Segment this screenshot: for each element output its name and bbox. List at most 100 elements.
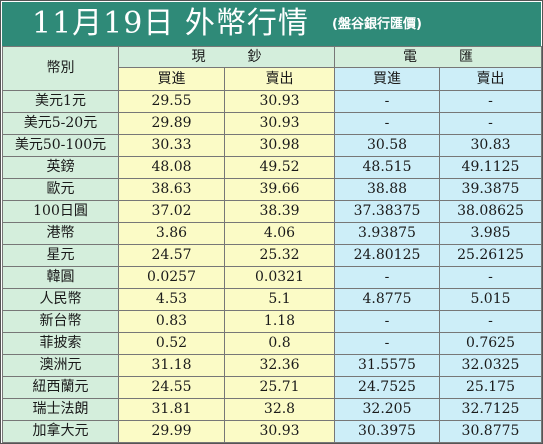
header-row-groups: 幣別 現 鈔 電 匯 (2, 46, 542, 91)
table-row: 韓圓 0.0257 0.0321- - (2, 266, 542, 289)
currency-cell: 100日圓 (2, 200, 119, 223)
currency-cell: 紐西蘭元 (2, 376, 119, 399)
cash-buy-cell: 24.55 (118, 376, 225, 399)
wire-sell-cell: 30.8775 (439, 420, 542, 443)
table-row: 加拿大元 29.99 30.93 30.3975 30.8775 (2, 420, 542, 443)
currency-cell: 韓圓 (2, 266, 119, 289)
wire-buy-cell: 30.3975 (334, 420, 440, 443)
header-cash-group: 現 鈔 (118, 46, 335, 68)
currency-cell: 新台幣 (2, 310, 119, 333)
wire-buy-cell: - (334, 266, 440, 289)
title-bar: 11月19日 外幣行情 (盤谷銀行匯價) (2, 2, 541, 46)
currency-cell: 美元50-100元 (2, 134, 119, 157)
header-wire-group: 電 匯 (334, 46, 542, 68)
header-cash-buy: 買進 (118, 67, 225, 91)
wire-sell-cell: 0.7625 (439, 332, 542, 355)
table-row: 美元1元 29.55 30.93- - (2, 90, 542, 113)
table-row: 英鎊 48.08 49.52 48.515 49.1125 (2, 156, 542, 179)
table-row: 港幣 3.86 4.06 3.93875 3.985 (2, 222, 542, 245)
wire-buy-cell: - (334, 90, 440, 113)
wire-buy-cell: 37.38375 (334, 200, 440, 223)
currency-cell: 歐元 (2, 178, 119, 201)
table-row: 100日圓 37.02 38.39 37.38375 38.08625 (2, 200, 542, 223)
cash-buy-cell: 37.02 (118, 200, 225, 223)
cash-sell-cell: 32.8 (224, 398, 335, 421)
page-title: 11月19日 外幣行情 (32, 6, 309, 41)
table-row: 紐西蘭元 24.55 25.71 24.7525 25.175 (2, 376, 542, 399)
table-row: 澳洲元 31.18 32.36 31.5575 32.0325 (2, 354, 542, 377)
page-subtitle: (盤谷銀行匯價) (332, 17, 422, 32)
cash-sell-cell: 49.52 (224, 156, 335, 179)
wire-buy-cell: 24.80125 (334, 244, 440, 267)
wire-buy-cell: - (334, 310, 440, 333)
wire-sell-cell: 30.83 (439, 134, 542, 157)
cash-buy-cell: 38.63 (118, 178, 225, 201)
currency-cell: 英鎊 (2, 156, 119, 179)
cash-sell-cell: 4.06 (224, 222, 335, 245)
wire-buy-cell: - (334, 112, 440, 135)
wire-buy-cell: 4.8775 (334, 288, 440, 311)
wire-sell-cell: 39.3875 (439, 178, 542, 201)
header-wire-sell: 賣出 (439, 67, 542, 91)
wire-sell-cell: - (439, 90, 542, 113)
wire-sell-cell: 32.0325 (439, 354, 542, 377)
wire-buy-cell: 32.205 (334, 398, 440, 421)
cash-sell-cell: 25.32 (224, 244, 335, 267)
cash-sell-cell: 30.93 (224, 420, 335, 443)
cash-buy-cell: 29.99 (118, 420, 225, 443)
currency-cell: 美元5-20元 (2, 112, 119, 135)
wire-sell-cell: 32.7125 (439, 398, 542, 421)
wire-sell-cell: - (439, 310, 542, 333)
currency-cell: 瑞士法朗 (2, 398, 119, 421)
cash-buy-cell: 0.83 (118, 310, 225, 333)
table-row: 瑞士法朗 31.81 32.8 32.205 32.7125 (2, 398, 542, 421)
wire-buy-cell: 3.93875 (334, 222, 440, 245)
wire-buy-cell: 30.58 (334, 134, 440, 157)
cash-sell-cell: 0.0321 (224, 266, 335, 289)
currency-cell: 美元1元 (2, 90, 119, 113)
wire-sell-cell: 25.175 (439, 376, 542, 399)
cash-sell-cell: 32.36 (224, 354, 335, 377)
table-row: 菲披索 0.52 0.8-0.7625 (2, 332, 542, 355)
table-row: 人民幣 4.53 5.1 4.8775 5.015 (2, 288, 542, 311)
cash-sell-cell: 0.8 (224, 332, 335, 355)
cash-buy-cell: 29.89 (118, 112, 225, 135)
cash-buy-cell: 0.52 (118, 332, 225, 355)
currency-cell: 加拿大元 (2, 420, 119, 443)
table-row: 美元5-20元 29.89 30.93- - (2, 112, 542, 135)
cash-sell-cell: 30.98 (224, 134, 335, 157)
table-row: 歐元 38.63 39.66 38.88 39.3875 (2, 178, 542, 201)
header-row-columns: 買進 賣出 買進 賣出 (3, 67, 542, 91)
cash-buy-cell: 0.0257 (118, 266, 225, 289)
cash-buy-cell: 4.53 (118, 288, 225, 311)
wire-sell-cell: 25.26125 (439, 244, 542, 267)
currency-cell: 港幣 (2, 222, 119, 245)
wire-buy-cell: 31.5575 (334, 354, 440, 377)
wire-buy-cell: 24.7525 (334, 376, 440, 399)
currency-cell: 澳洲元 (2, 354, 119, 377)
cash-buy-cell: 24.57 (118, 244, 225, 267)
cash-sell-cell: 30.93 (224, 112, 335, 135)
cash-sell-cell: 25.71 (224, 376, 335, 399)
table-row: 新台幣 0.83 1.18- - (2, 310, 542, 333)
wire-buy-cell: 38.88 (334, 178, 440, 201)
cash-sell-cell: 39.66 (224, 178, 335, 201)
cash-buy-cell: 30.33 (118, 134, 225, 157)
cash-buy-cell: 48.08 (118, 156, 225, 179)
wire-buy-cell: - (334, 332, 440, 355)
cash-sell-cell: 38.39 (224, 200, 335, 223)
wire-sell-cell: 38.08625 (439, 200, 542, 223)
table-row: 美元50-100元 30.33 30.98 30.58 30.83 (2, 134, 542, 157)
wire-buy-cell: 48.515 (334, 156, 440, 179)
cash-sell-cell: 30.93 (224, 90, 335, 113)
cash-buy-cell: 29.55 (118, 90, 225, 113)
cash-buy-cell: 3.86 (118, 222, 225, 245)
wire-sell-cell: 49.1125 (439, 156, 542, 179)
wire-sell-cell: - (439, 266, 542, 289)
cash-buy-cell: 31.81 (118, 398, 225, 421)
rates-table: 幣別 現 鈔 電 匯 買進 賣出 買進 賣出 美元1元 29.55 30.93- - 美… (2, 46, 542, 443)
currency-cell: 人民幣 (2, 288, 119, 311)
header-wire-buy: 買進 (334, 67, 440, 91)
wire-sell-cell: 3.985 (439, 222, 542, 245)
